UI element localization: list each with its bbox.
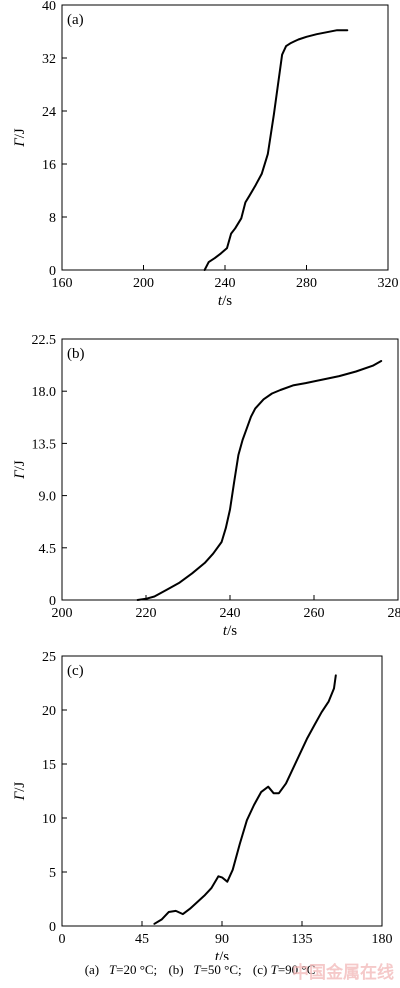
chart-b-frame	[61, 338, 399, 601]
chart-a-frame	[61, 4, 389, 271]
chart-b-x-tick-label: 280	[388, 606, 400, 621]
caption-item-a: (a) T=20 °C;	[84, 962, 158, 977]
chart-c-x-tick-label: 90	[215, 932, 229, 947]
chart-b-y-tick-label: 0	[49, 594, 56, 609]
chart-a-x-tick-label: 320	[378, 276, 399, 291]
chart-a-y-axis-label: Γ/J	[12, 128, 28, 148]
chart-b-x-axis-label: t/s	[223, 623, 237, 639]
chart-c-x-tick-label: 180	[372, 932, 393, 947]
chart-a-series-line	[203, 29, 349, 271]
chart-c-y-tick-label: 15	[42, 758, 56, 773]
chart-c-y-tick-label: 20	[42, 704, 56, 719]
chart-c-y-tick-label: 5	[49, 866, 56, 881]
chart-b-y-tick-label: 9.0	[39, 490, 57, 505]
caption-item-c: (c) T=90 °C	[252, 962, 316, 977]
chart-a-x-tick-label: 280	[296, 276, 317, 291]
chart-a-x-tick-label: 200	[133, 276, 154, 291]
chart-c-frame	[61, 655, 383, 927]
figure-caption: (a) T=20 °C; (b) T=50 °C; (c) T=90 °C	[0, 962, 400, 978]
chart-c-y-tick-label: 10	[42, 812, 56, 827]
chart-c-y-axis-label: Γ/J	[12, 782, 28, 802]
chart-a-y-tick-label: 40	[42, 0, 56, 14]
watermark: 中国金属在线	[292, 963, 394, 983]
chart-b-x-tick-label: 240	[220, 606, 241, 621]
chart-a-y-tick-label: 16	[42, 158, 56, 173]
chart-a-x-axis-label: t/s	[218, 293, 232, 309]
caption-item-b: (b) T=50 °C;	[168, 962, 242, 977]
chart-a-y-tick-label: 8	[49, 211, 56, 226]
chart-b-series-line	[136, 360, 383, 601]
chart-c-x-tick-label: 0	[59, 932, 66, 947]
chart-b-panel-label: (b)	[67, 346, 85, 362]
chart-b-x-tick-label: 260	[304, 606, 325, 621]
chart-c-panel-label: (c)	[67, 663, 84, 679]
chart-b-y-axis-label: Γ/J	[12, 460, 28, 480]
chart-b-y-tick-label: 18.0	[32, 385, 57, 400]
chart-c-series-line	[153, 674, 337, 925]
chart-b-y-tick-label: 13.5	[32, 437, 57, 452]
chart-c-y-tick-label: 0	[49, 920, 56, 935]
chart-a-panel-label: (a)	[67, 12, 84, 28]
chart-c-y-tick-label: 25	[42, 650, 56, 665]
chart-c-x-tick-label: 45	[135, 932, 149, 947]
chart-a-x-tick-label: 160	[52, 276, 73, 291]
chart-a-x-tick-label: 240	[215, 276, 236, 291]
chart-b-y-tick-label: 4.5	[39, 542, 57, 557]
chart-c-x-axis-label: t/s	[215, 949, 229, 960]
chart-b-x-tick-label: 220	[136, 606, 157, 621]
chart-b-x-tick-label: 200	[52, 606, 73, 621]
chart-a-y-tick-label: 0	[49, 264, 56, 279]
chart-c-x-tick-label: 135	[292, 932, 313, 947]
chart-b-y-tick-label: 22.5	[32, 333, 57, 348]
chart-a-y-tick-label: 24	[42, 105, 56, 120]
chart-a-y-tick-label: 32	[42, 52, 56, 67]
